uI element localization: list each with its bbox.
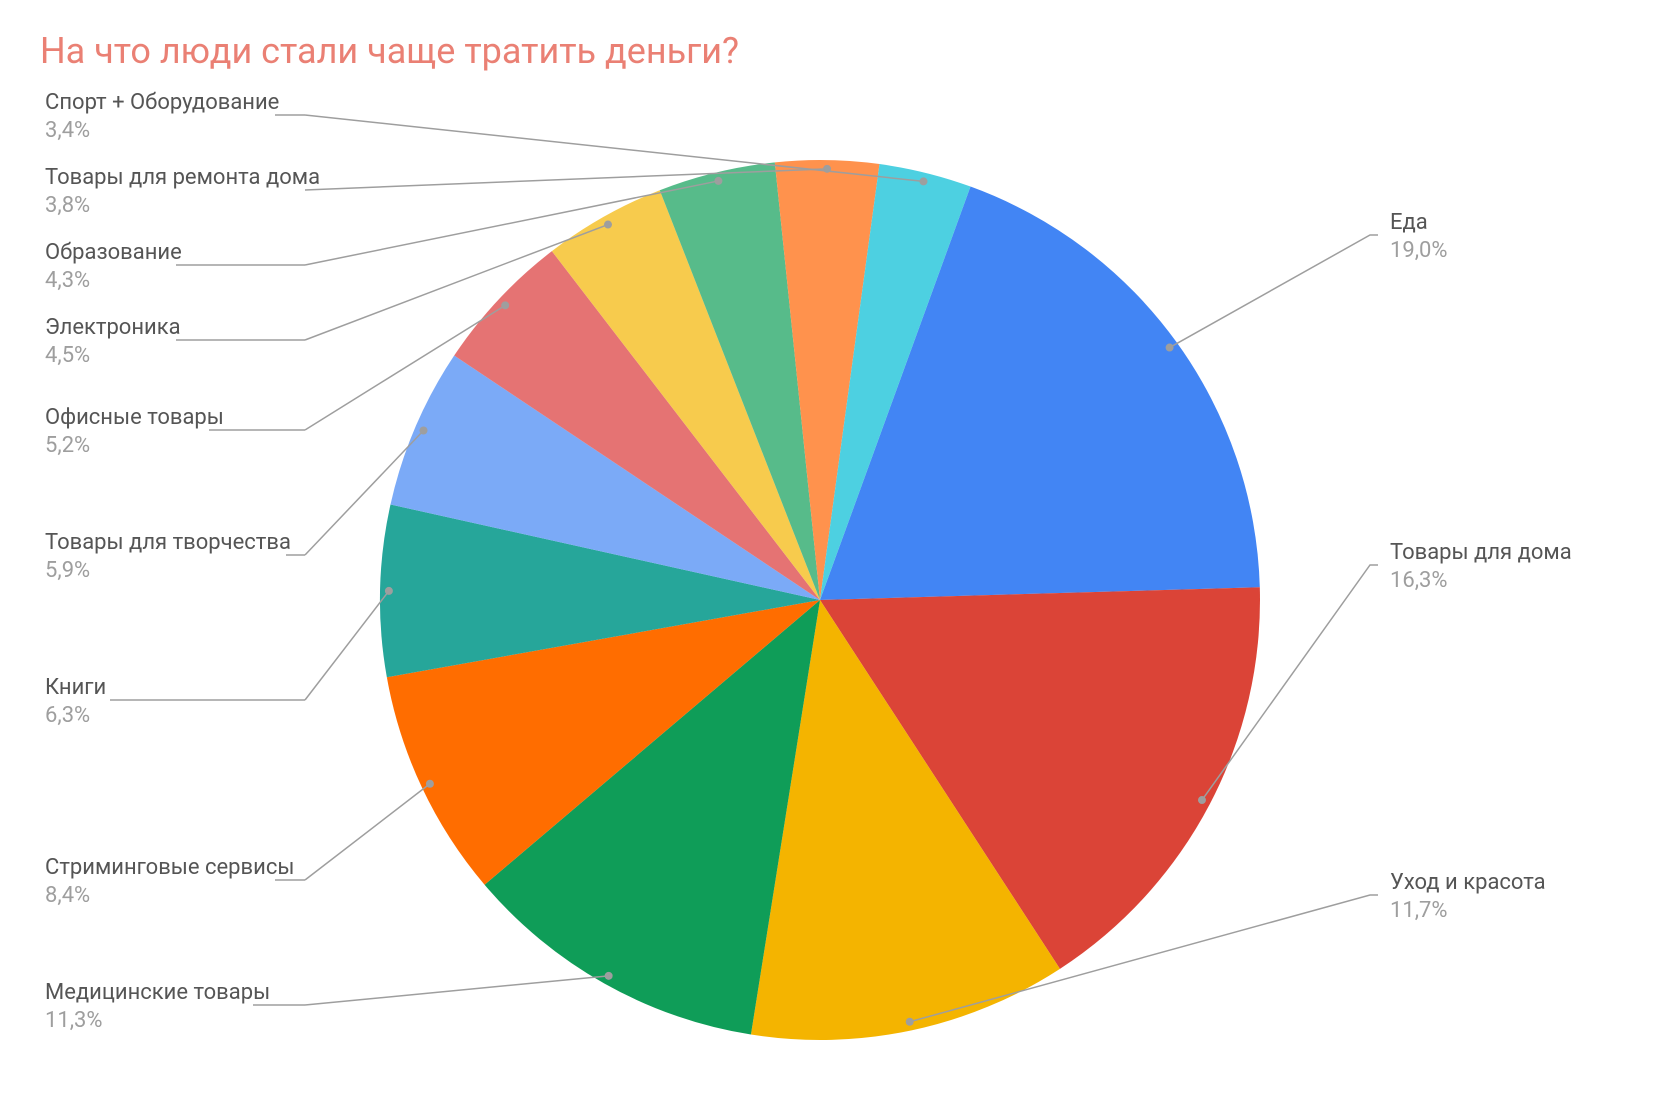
slice-label-name: Товары для творчества — [45, 530, 291, 555]
slice-label: Книги 6,3% — [45, 675, 106, 728]
slice-label: Стриминговые сервисы 8,4% — [45, 855, 294, 908]
slice-label: Офисные товары 5,2% — [45, 405, 224, 458]
slice-label-name: Товары для ремонта дома — [45, 165, 320, 190]
slice-label-name: Офисные товары — [45, 405, 224, 430]
chart-container: На что люди стали чаще тратить деньги? Е… — [0, 0, 1674, 1120]
slice-label-name: Книги — [45, 675, 106, 700]
slice-label-pct: 5,2% — [45, 433, 90, 458]
slice-label: Товары для творчества 5,9% — [45, 530, 291, 583]
slice-label: Еда 19,0% — [1390, 210, 1448, 263]
slice-label-name: Товары для дома — [1390, 540, 1572, 565]
slice-label-pct: 4,5% — [45, 343, 90, 368]
slice-label-name: Электроника — [45, 315, 181, 340]
slice-label: Товары для ремонта дома 3,8% — [45, 165, 320, 218]
leader-line — [305, 591, 389, 700]
slice-label-name: Спорт + Оборудование — [45, 90, 279, 115]
slice-label: Образование 4,3% — [45, 240, 182, 293]
leader-line — [305, 115, 923, 181]
slice-label-name: Еда — [1390, 210, 1428, 235]
slice-label-pct: 4,3% — [45, 268, 90, 293]
slice-label-pct: 19,0% — [1390, 238, 1448, 263]
slice-label-name: Стриминговые сервисы — [45, 855, 294, 880]
pie-chart: Еда 19,0% Товары для дома 16,3% Уход и красо… — [0, 0, 1674, 1120]
slice-label-name: Образование — [45, 240, 182, 265]
slice-label: Товары для дома 16,3% — [1390, 540, 1572, 593]
slice-label-pct: 8,4% — [45, 883, 90, 908]
slice-label-name: Медицинские товары — [45, 980, 270, 1005]
leader-line — [305, 976, 609, 1005]
leader-line — [1170, 235, 1378, 348]
leader-line — [305, 784, 430, 880]
slice-label: Медицинские товары 11,3% — [45, 980, 270, 1033]
slice-label-pct: 3,4% — [45, 118, 90, 143]
slice-label-name: Уход и красота — [1390, 870, 1546, 895]
slice-label-pct: 6,3% — [45, 703, 90, 728]
slice-label-pct: 11,7% — [1390, 898, 1448, 923]
slice-label-pct: 5,9% — [45, 558, 90, 583]
slice-label: Спорт + Оборудование 3,4% — [45, 90, 279, 143]
slice-label-pct: 3,8% — [45, 193, 90, 218]
slice-label: Электроника 4,5% — [45, 315, 181, 368]
slice-label-pct: 11,3% — [45, 1008, 103, 1033]
slice-label-pct: 16,3% — [1390, 568, 1448, 593]
slice-label: Уход и красота 11,7% — [1390, 870, 1546, 923]
